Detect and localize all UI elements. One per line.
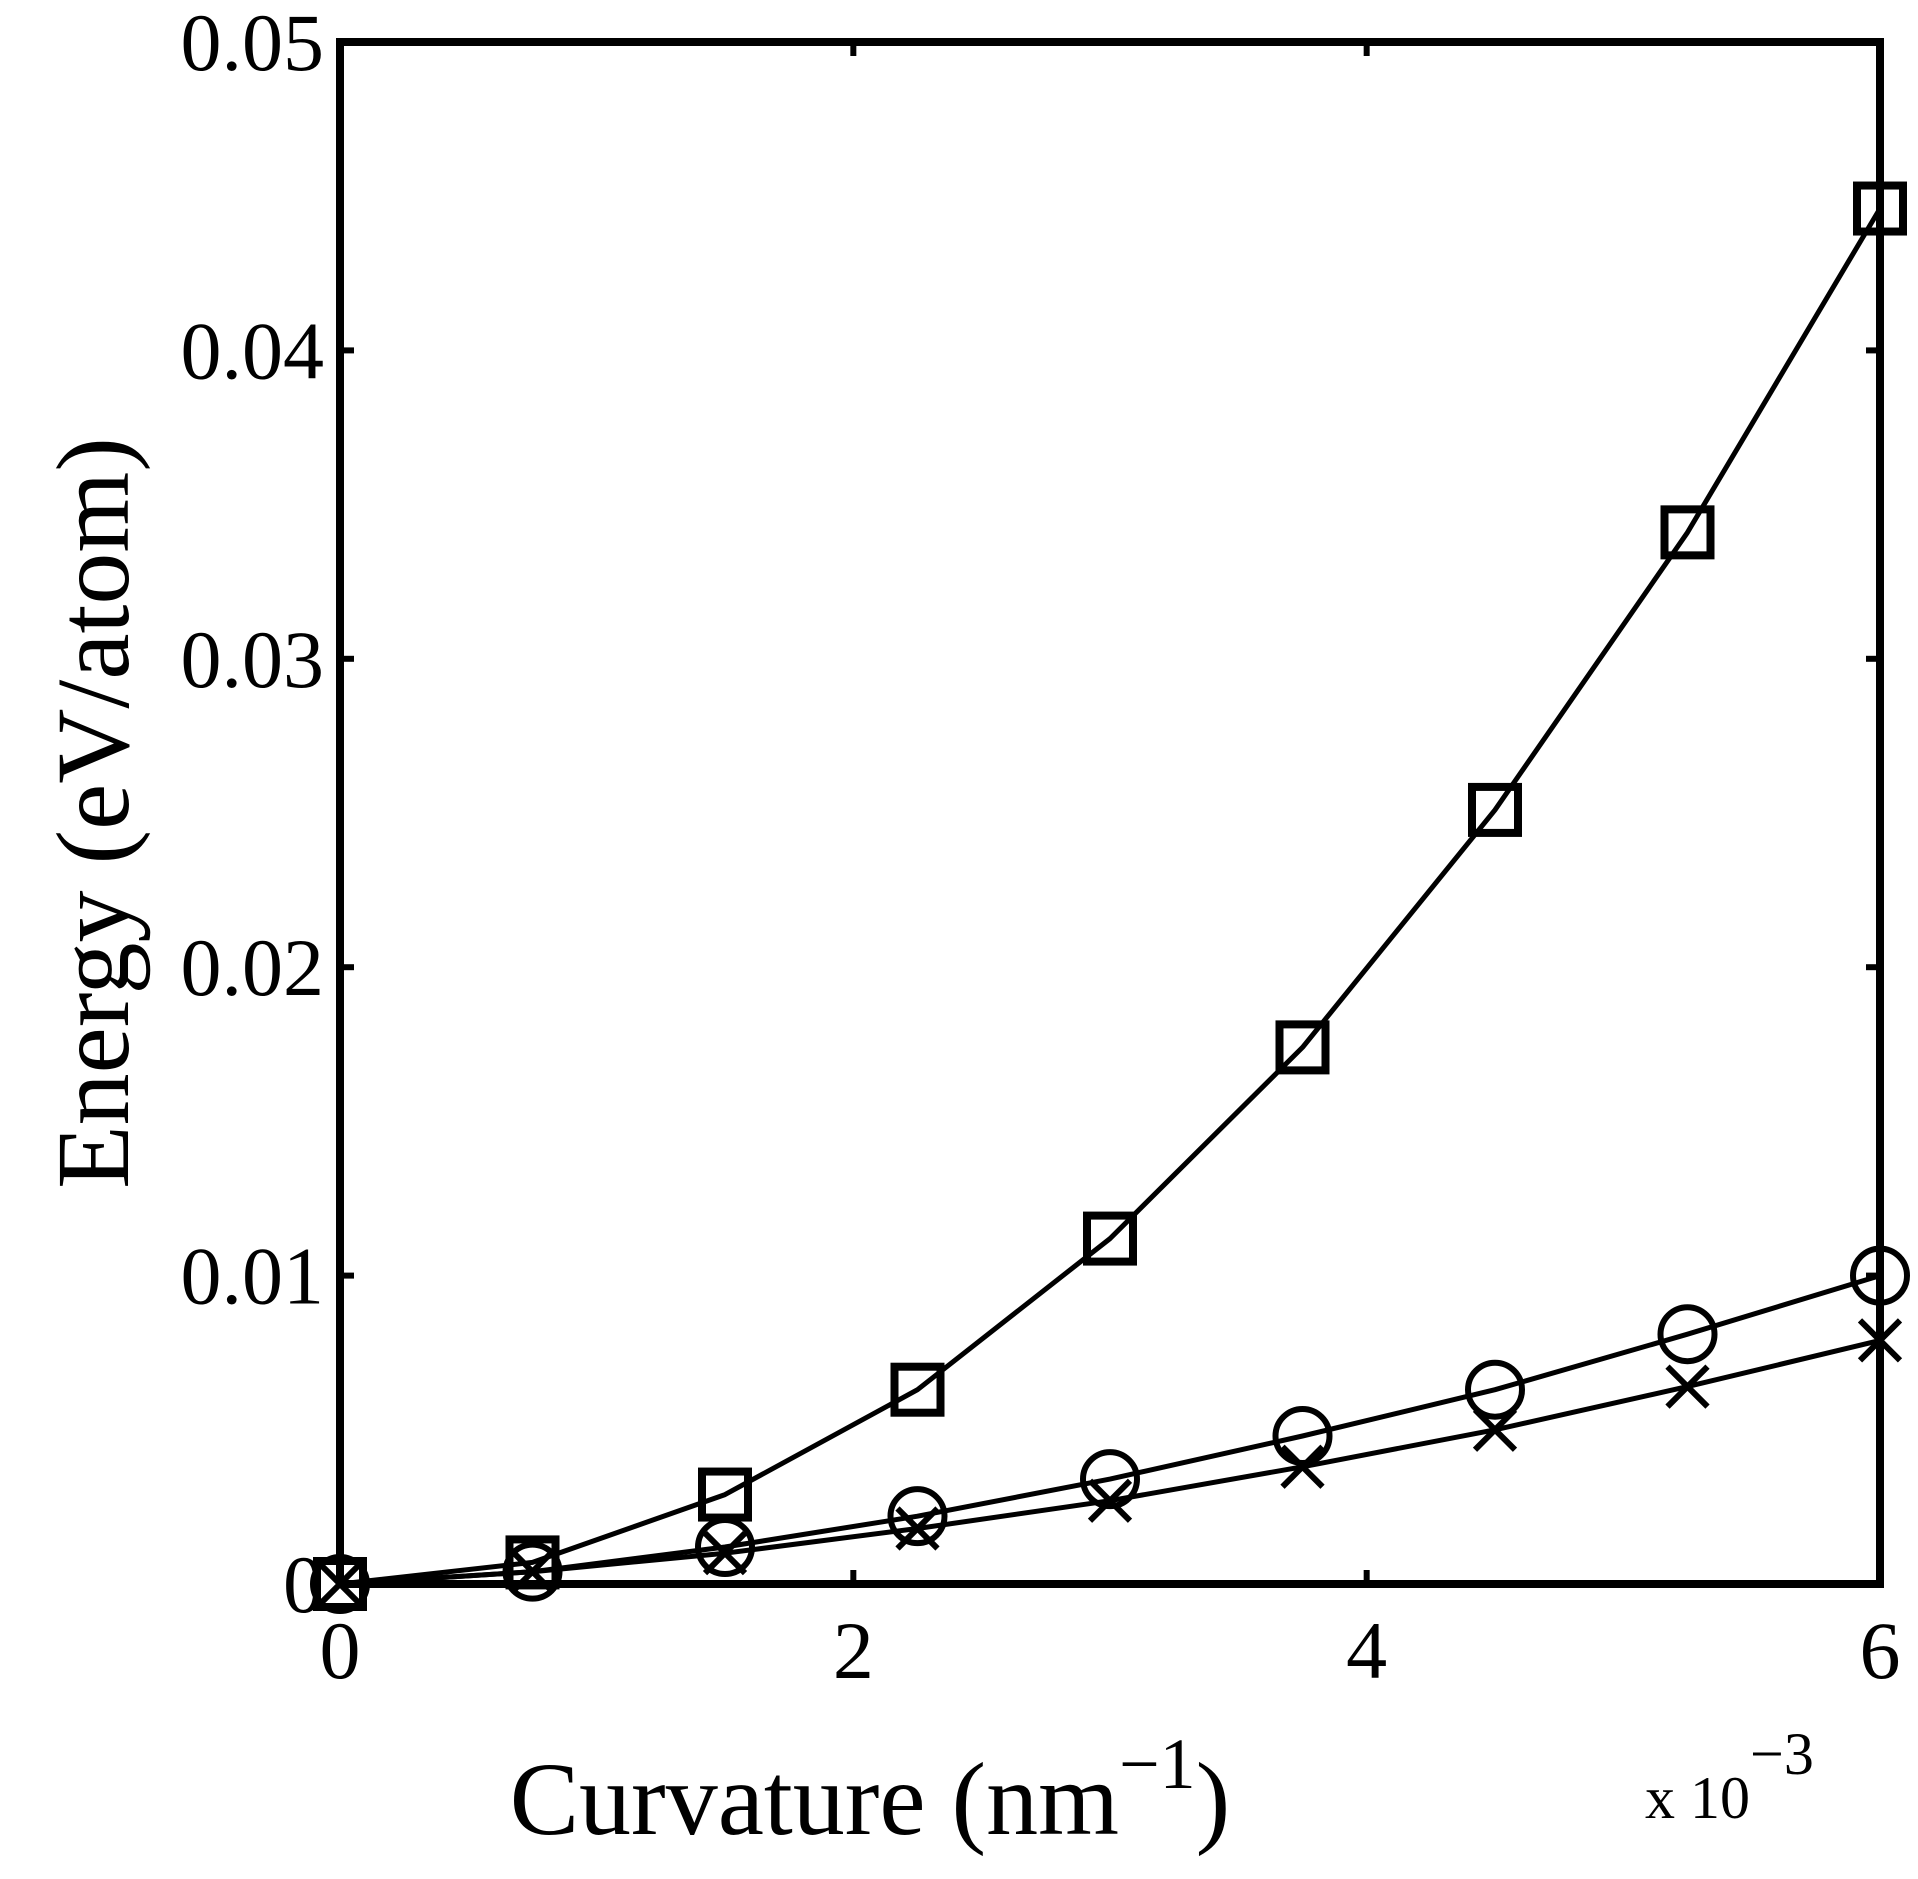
data-point-square <box>1660 505 1715 560</box>
x-tick-label: 2 <box>833 1605 874 1696</box>
x-tick-label: 0 <box>320 1605 361 1696</box>
series-line-square <box>339 207 1883 1587</box>
x-axis-label-main: Curvature (nm <box>510 1742 1119 1857</box>
y-tick-label: 0.04 <box>181 305 325 396</box>
y-tick-label: 0 <box>283 1539 324 1630</box>
x-axis-multiplier-base: x 10 <box>1645 1765 1750 1831</box>
y-tick-label: 0.01 <box>181 1231 325 1322</box>
data-point-circle <box>1080 1449 1140 1510</box>
data-point-x <box>895 1506 940 1551</box>
data-point-square <box>1083 1211 1137 1266</box>
y-axis-label: Energy (eV/atom) <box>36 437 151 1189</box>
data-point-circle <box>887 1486 948 1547</box>
x-axis-label-close: ) <box>1196 1742 1231 1857</box>
data-point-circle <box>1657 1304 1718 1365</box>
x-axis-multiplier: x 10−3 <box>1645 1721 1814 1831</box>
data-point-x <box>1665 1364 1710 1409</box>
x-axis-label-superscript: −1 <box>1119 1724 1196 1804</box>
x-axis-multiplier-exponent: −3 <box>1750 1721 1814 1787</box>
tick-layer: 0 2 4 6 0 0.01 0.02 0.03 0.04 0.05 <box>181 0 1901 1696</box>
x-axis-label: Curvature (nm−1) <box>510 1724 1231 1857</box>
y-tick-label: 0.05 <box>181 0 325 88</box>
series-line-circle <box>339 1273 1881 1587</box>
data-point-circle <box>1465 1359 1525 1420</box>
data-point-x <box>1280 1444 1325 1489</box>
data-point-x <box>1087 1478 1133 1523</box>
plot-frame <box>336 38 1884 1588</box>
data-point-square <box>698 1467 752 1522</box>
data-point-square <box>890 1362 945 1417</box>
x-tick-label: 6 <box>1860 1605 1901 1696</box>
series-layer <box>310 181 1910 1614</box>
y-tick-label: 0.02 <box>181 922 325 1013</box>
data-point-square <box>1468 782 1522 837</box>
x-tick-label: 4 <box>1346 1605 1387 1696</box>
data-point-x <box>1472 1407 1518 1452</box>
y-tick-label: 0.03 <box>181 614 325 705</box>
data-point-square <box>1275 1020 1330 1075</box>
data-point-x <box>702 1531 748 1576</box>
